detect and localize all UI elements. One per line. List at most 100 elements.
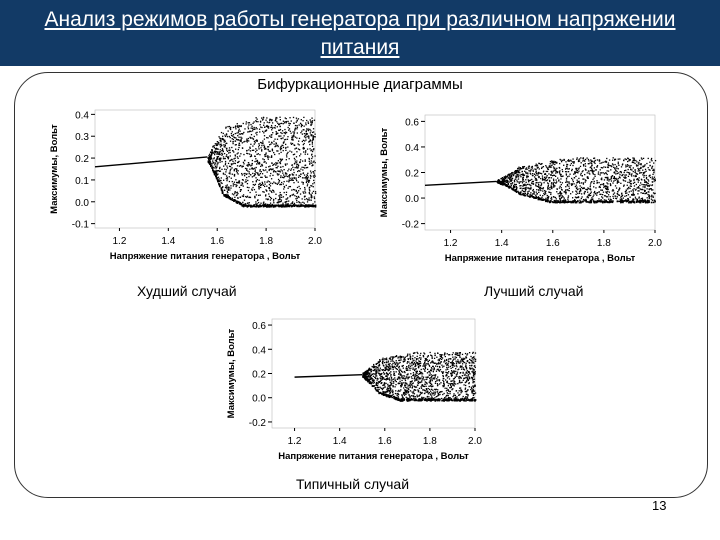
chaos-point bbox=[420, 387, 423, 389]
chaos-point bbox=[568, 168, 571, 170]
chaos-point bbox=[418, 395, 420, 397]
chaos-point bbox=[522, 177, 524, 179]
chaos-point bbox=[516, 181, 518, 183]
chaos-point bbox=[432, 389, 434, 391]
chaos-point bbox=[431, 386, 433, 388]
chaos-point bbox=[267, 137, 269, 139]
chaos-point bbox=[539, 172, 542, 174]
chaos-point bbox=[245, 169, 248, 171]
chaos-point bbox=[209, 163, 211, 165]
chaos-point bbox=[473, 376, 475, 378]
chaos-point bbox=[306, 204, 309, 207]
chaos-point bbox=[235, 144, 237, 146]
chaos-point bbox=[650, 201, 653, 204]
chaos-point bbox=[243, 204, 246, 207]
chaos-point bbox=[552, 183, 554, 185]
chaos-point bbox=[554, 163, 556, 166]
chaos-point bbox=[637, 167, 639, 170]
chaos-point bbox=[242, 165, 244, 167]
chaos-point bbox=[562, 175, 564, 177]
chaos-point bbox=[207, 157, 209, 159]
chaos-point bbox=[229, 149, 231, 151]
chaos-point bbox=[409, 385, 411, 387]
chaos-point bbox=[565, 186, 567, 188]
chaos-point bbox=[267, 198, 269, 201]
chaos-point bbox=[254, 170, 256, 173]
chaos-point bbox=[464, 387, 467, 389]
chaos-point bbox=[302, 148, 305, 150]
chaos-point bbox=[391, 359, 393, 361]
chaos-point bbox=[455, 360, 457, 362]
chaos-point bbox=[594, 175, 596, 178]
chaos-point bbox=[294, 195, 296, 197]
chaos-point bbox=[576, 158, 578, 160]
chaos-point bbox=[231, 180, 233, 183]
chaos-point bbox=[369, 378, 371, 380]
chaos-point bbox=[279, 198, 281, 201]
chaos-point bbox=[634, 196, 637, 198]
chaos-point bbox=[547, 188, 549, 190]
chaos-point bbox=[298, 149, 301, 151]
chaos-point bbox=[369, 367, 371, 370]
chaos-point bbox=[603, 200, 606, 203]
chaos-point bbox=[414, 386, 416, 388]
chaos-point bbox=[417, 362, 419, 364]
chaos-point bbox=[650, 198, 653, 200]
chaos-point bbox=[498, 182, 500, 184]
chaos-point bbox=[375, 370, 378, 372]
chaos-point bbox=[610, 199, 612, 201]
chaos-point bbox=[438, 361, 440, 364]
chaos-point bbox=[604, 166, 607, 168]
chaos-point bbox=[384, 367, 386, 369]
chaos-point bbox=[561, 168, 563, 171]
chaos-point bbox=[596, 201, 599, 203]
chaos-point bbox=[248, 202, 250, 204]
chaos-point bbox=[625, 200, 628, 203]
chaos-point bbox=[460, 389, 462, 391]
chaos-point bbox=[426, 378, 428, 380]
chaos-point bbox=[219, 159, 221, 162]
chaos-point bbox=[388, 363, 390, 366]
chaos-point bbox=[472, 374, 475, 377]
chaos-point bbox=[280, 146, 282, 148]
chaos-point bbox=[456, 373, 458, 375]
chaos-point bbox=[561, 192, 563, 195]
chaos-point bbox=[283, 180, 285, 183]
chaos-point bbox=[306, 174, 308, 176]
chaos-point bbox=[584, 163, 587, 165]
chaos-point bbox=[399, 378, 401, 380]
chaos-point bbox=[369, 375, 372, 377]
chaos-point bbox=[619, 174, 621, 176]
chaos-point bbox=[394, 367, 397, 369]
chaos-point bbox=[264, 176, 267, 178]
chaos-point bbox=[288, 124, 290, 126]
chaos-point bbox=[300, 202, 302, 204]
chaos-point bbox=[381, 369, 384, 371]
chaos-point bbox=[509, 180, 511, 182]
chaos-point bbox=[220, 187, 223, 189]
chaos-point bbox=[255, 132, 257, 134]
chaos-point bbox=[594, 173, 596, 176]
chaos-point bbox=[530, 168, 532, 170]
chaos-point bbox=[221, 150, 223, 152]
chaos-point bbox=[470, 388, 472, 391]
chaos-point bbox=[411, 377, 413, 380]
chaos-point bbox=[571, 168, 573, 171]
chaos-point bbox=[555, 179, 557, 181]
chaos-point bbox=[417, 390, 420, 392]
chaos-point bbox=[283, 139, 286, 141]
chaos-point bbox=[229, 151, 231, 154]
chaos-point bbox=[236, 181, 238, 184]
chaos-point bbox=[443, 354, 445, 356]
chaos-point bbox=[536, 181, 538, 184]
chaos-point bbox=[256, 159, 259, 162]
chaos-point bbox=[609, 201, 612, 203]
x-axis-label: Напряжение питания генератора , Вольт bbox=[278, 451, 469, 462]
chaos-point bbox=[398, 370, 400, 373]
chaos-point bbox=[646, 197, 648, 199]
chaos-point bbox=[609, 178, 611, 181]
chaos-point bbox=[270, 118, 272, 121]
chaos-point bbox=[643, 190, 646, 193]
chaos-point bbox=[467, 374, 470, 376]
chaos-point bbox=[546, 182, 549, 184]
